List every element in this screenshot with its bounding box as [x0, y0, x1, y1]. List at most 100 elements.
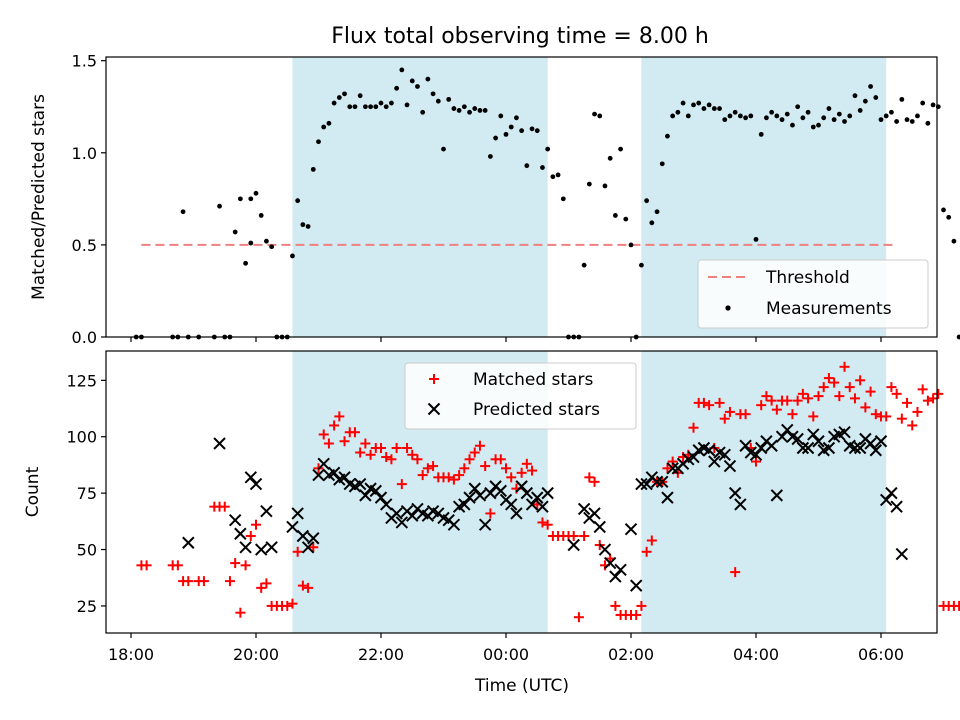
matched-star-point [495, 454, 506, 465]
measurement-point [425, 76, 431, 82]
matched-star-point [386, 454, 397, 465]
predicted-star-point [853, 441, 867, 455]
measurement-point [237, 196, 243, 202]
measurement-point [357, 93, 363, 99]
predicted-star-point [515, 480, 528, 493]
measurement-point [862, 98, 868, 104]
measurement-point [389, 100, 394, 106]
matched-star-point [698, 397, 709, 408]
matched-star-point [339, 436, 350, 447]
count-panel-frame [105, 350, 938, 634]
matched-star-point [688, 422, 699, 433]
matched-marker [429, 374, 439, 384]
measurement-point [764, 115, 769, 121]
predicted-star-point [406, 509, 419, 522]
legend-matched-swatch [429, 374, 439, 384]
matched-star-point [527, 465, 538, 476]
matched-star-point [849, 393, 860, 404]
measurement-point [540, 165, 545, 170]
matched-star-point [797, 388, 808, 399]
measurement-point [472, 106, 478, 111]
matched-star-point [459, 463, 470, 474]
measurement-point [248, 196, 254, 202]
predicted-star-point [182, 536, 195, 549]
measurement-point [415, 84, 420, 89]
matched-star-point [391, 443, 402, 454]
measurement-point [779, 117, 785, 123]
predicted-star-point [244, 471, 257, 484]
matched-star-point [891, 388, 902, 399]
predicted-star-point [484, 486, 497, 500]
predicted-star-point [327, 466, 341, 480]
matched-star-point [912, 406, 923, 417]
measurement-point [451, 106, 457, 111]
measurement-point [300, 222, 306, 228]
predicted-star-point [447, 518, 461, 531]
matched-star-point [521, 458, 532, 469]
measurement-point [503, 131, 509, 137]
measurement-point [514, 115, 519, 121]
matched-star-point [407, 449, 418, 460]
measurement-point [800, 115, 806, 121]
measurement-point [602, 183, 608, 189]
predicted-star-point [739, 439, 752, 452]
measurement-point [675, 109, 681, 115]
measurement-point [816, 122, 821, 128]
matched-star-point [839, 361, 850, 372]
measurement-point [644, 198, 650, 204]
measurement-point [805, 109, 811, 115]
predicted-star-point [728, 486, 742, 500]
matched-star-point [329, 420, 340, 431]
measurement-point [889, 109, 894, 115]
predicted-star-point [880, 493, 893, 507]
matched-star-point [219, 501, 230, 512]
ratio-y-tick-label: 0.0 [72, 328, 97, 347]
predicted-star-point [510, 507, 523, 520]
matched-star-point [766, 395, 777, 406]
matched-star-point [303, 582, 314, 593]
matched-star-point [954, 600, 960, 611]
measurement-point [493, 135, 498, 141]
predicted-star-point [822, 441, 836, 455]
predicted-star-point [338, 471, 351, 484]
predicted-star-point [531, 491, 544, 504]
matched-star-point [818, 382, 829, 393]
measurement-point [618, 146, 623, 152]
measurement-point [685, 113, 691, 119]
matched-star-point [829, 377, 840, 388]
matched-star-point [396, 479, 407, 490]
measurement-point [831, 117, 837, 123]
measurement-point [784, 111, 790, 117]
matched-star-point [579, 530, 590, 541]
legend-predicted-swatch [427, 402, 441, 416]
predicted-star-point [359, 489, 372, 502]
predicted-star-point [301, 541, 315, 554]
predicted-star-point [395, 516, 409, 529]
matched-star-point [834, 391, 845, 402]
predicted-star-point [630, 579, 643, 592]
predicted-star-point [463, 491, 476, 504]
matched-star-point [376, 443, 386, 454]
predicted-star-point [588, 507, 601, 520]
matched-star-point [318, 429, 329, 440]
matched-star-point [183, 576, 194, 587]
measurement-point [461, 104, 467, 110]
predicted-star-point [838, 426, 851, 439]
matched-star-point [469, 447, 480, 458]
count-y-tick-label: 75 [77, 484, 97, 503]
predicted-star-point [723, 459, 737, 473]
measurement-point [925, 120, 931, 126]
measurement-point [904, 117, 910, 123]
measurement-point [420, 109, 426, 115]
predicted-marker [427, 402, 441, 416]
matched-star-point [610, 600, 621, 611]
predicted-star-point [369, 484, 382, 498]
observing-window-1 [292, 57, 548, 337]
matched-star-point [240, 560, 251, 571]
count-legend: Matched stars Predicted stars [404, 362, 637, 430]
predicted-star-point [650, 475, 664, 489]
measurement-point [680, 100, 686, 106]
matched-star-point [334, 411, 345, 422]
measurement-point [727, 113, 733, 119]
measurement-point [612, 213, 618, 218]
